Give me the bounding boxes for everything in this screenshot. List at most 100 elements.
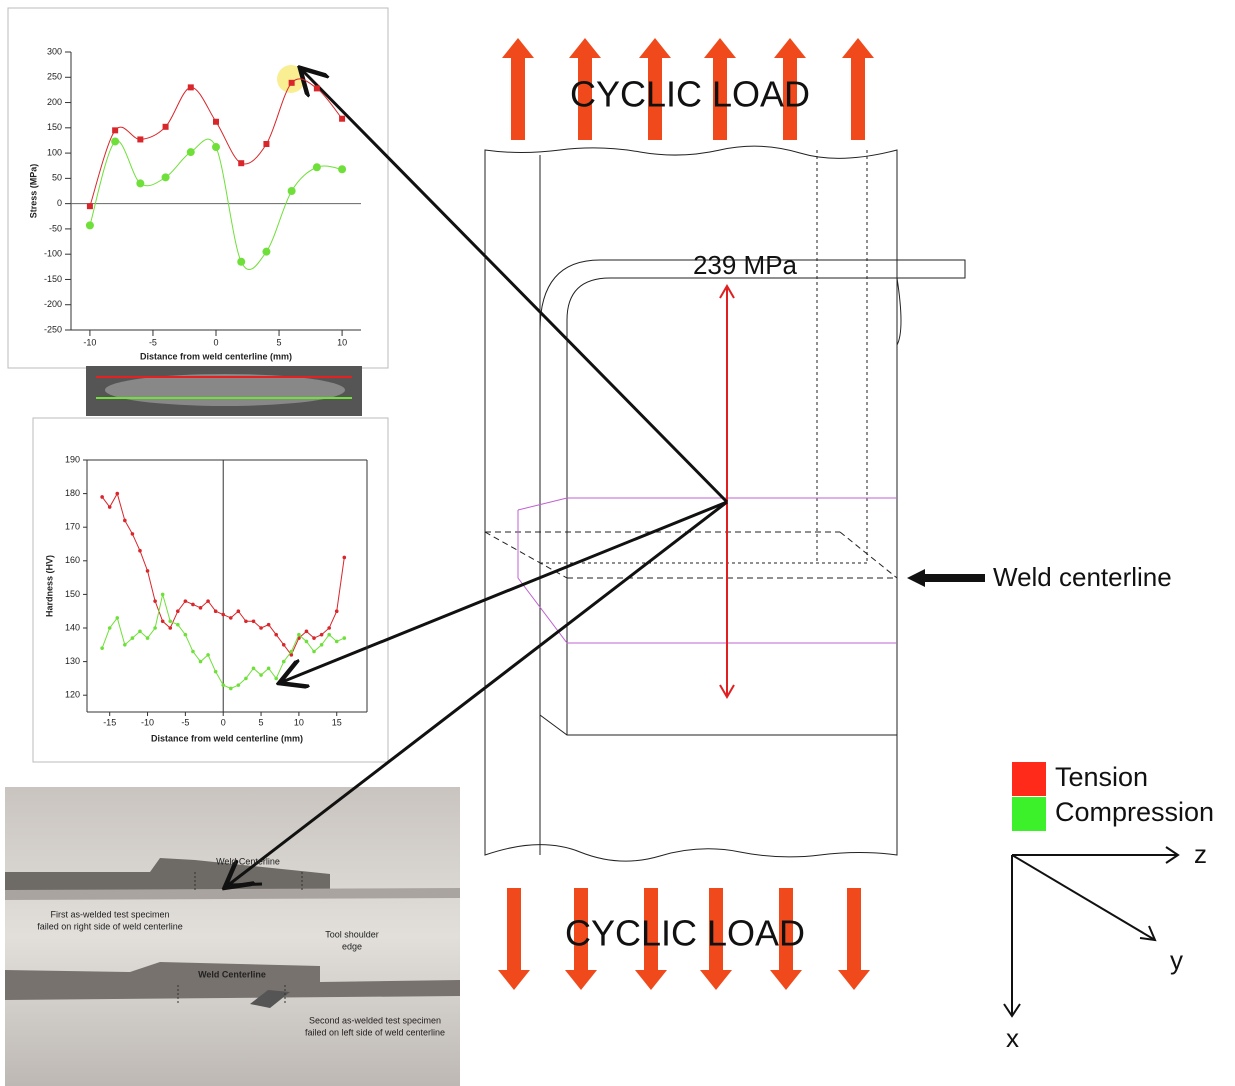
data-point [162, 173, 170, 181]
data-point [229, 616, 233, 620]
data-point [282, 660, 286, 664]
x-tick-label: -10 [83, 337, 96, 347]
data-point [252, 619, 256, 623]
data-point [108, 626, 112, 630]
data-point [221, 683, 225, 687]
data-point [112, 127, 118, 133]
data-point [214, 609, 218, 613]
y-tick-label: 140 [65, 622, 80, 632]
data-point [274, 633, 278, 637]
data-point [312, 650, 316, 654]
data-point [327, 633, 331, 637]
y-tick-label: 150 [65, 589, 80, 599]
y-tick-label: 0 [57, 198, 62, 208]
data-point [288, 187, 296, 195]
y-tick-label: 120 [65, 690, 80, 700]
x-tick-label: 10 [337, 337, 347, 347]
stress-label: 239 MPa [693, 250, 798, 280]
data-point [100, 495, 104, 499]
figure: TensionCompression-250-200-150-100-50050… [0, 0, 1235, 1086]
data-point [320, 633, 324, 637]
data-point [87, 203, 93, 209]
y-axis-label: Hardness (HV) [44, 555, 54, 617]
photo-label: Second as-welded test specimen [309, 1015, 441, 1025]
data-point [184, 633, 188, 637]
data-point [237, 683, 241, 687]
hardness-panel [33, 418, 388, 762]
y-tick-label: 150 [47, 122, 62, 132]
data-point [267, 667, 271, 671]
y-tick-label: -200 [44, 299, 62, 309]
data-point [314, 85, 320, 91]
coordinate-axes [1004, 847, 1178, 1016]
x-tick-label: -15 [103, 717, 116, 727]
data-point [339, 116, 345, 122]
data-point [137, 136, 143, 142]
data-point [176, 623, 180, 627]
data-point [237, 609, 241, 613]
y-tick-label: 130 [65, 656, 80, 666]
data-point [161, 619, 165, 623]
data-point [274, 677, 278, 681]
data-point [213, 119, 219, 125]
data-point [111, 137, 119, 145]
x-tick-label: 0 [221, 717, 226, 727]
x-tick-label: -5 [149, 337, 157, 347]
data-point [115, 616, 119, 620]
y-tick-label: 250 [47, 72, 62, 82]
y-tick-label: 180 [65, 488, 80, 498]
data-point [108, 505, 112, 509]
data-point [176, 609, 180, 613]
data-point [244, 677, 248, 681]
photo-label: failed on right side of weld centerline [37, 921, 183, 931]
data-point [305, 630, 309, 634]
data-point [252, 667, 256, 671]
data-point [153, 599, 157, 603]
x-tick-label: -5 [181, 717, 189, 727]
data-point [191, 650, 195, 654]
y-tick-label: -50 [49, 223, 62, 233]
data-point [342, 556, 346, 560]
data-point [191, 603, 195, 607]
data-point [335, 640, 339, 644]
data-point [138, 630, 142, 634]
axis-name: x [1006, 1023, 1019, 1053]
y-tick-label: 170 [65, 522, 80, 532]
photo-label: First as-welded test specimen [50, 909, 169, 919]
data-point [206, 653, 210, 657]
data-point [342, 636, 346, 640]
data-point [229, 687, 233, 691]
legend-swatch [1012, 762, 1046, 796]
data-point [267, 623, 271, 627]
y-axis-label: Stress (MPa) [28, 164, 38, 219]
data-point [146, 636, 150, 640]
stress-panel [8, 8, 388, 368]
data-point [199, 660, 203, 664]
data-point [289, 80, 295, 86]
data-point [123, 519, 127, 523]
data-point [163, 124, 169, 130]
data-point [136, 179, 144, 187]
data-point [327, 626, 331, 630]
data-point [161, 593, 165, 597]
axis-name: z [1194, 839, 1207, 869]
photo-label: Weld Centerline [198, 969, 266, 979]
data-point [244, 619, 248, 623]
photo-label: Tool shoulder [325, 929, 379, 939]
x-tick-label: 5 [277, 337, 282, 347]
data-point [131, 532, 135, 536]
y-tick-label: 300 [47, 46, 62, 56]
x-tick-label: -10 [141, 717, 154, 727]
macro-strip [86, 366, 362, 416]
data-point [221, 613, 225, 617]
y-tick-label: 50 [52, 173, 62, 183]
x-tick-label: 0 [213, 337, 218, 347]
data-point [188, 84, 194, 90]
y-tick-label: -150 [44, 274, 62, 284]
legend-label: Tension [1055, 762, 1148, 792]
load-label: CYCLIC LOAD [570, 74, 810, 115]
legend-swatch [1012, 797, 1046, 831]
specimen-photo [5, 787, 460, 1086]
data-point [187, 148, 195, 156]
data-point [86, 221, 94, 229]
